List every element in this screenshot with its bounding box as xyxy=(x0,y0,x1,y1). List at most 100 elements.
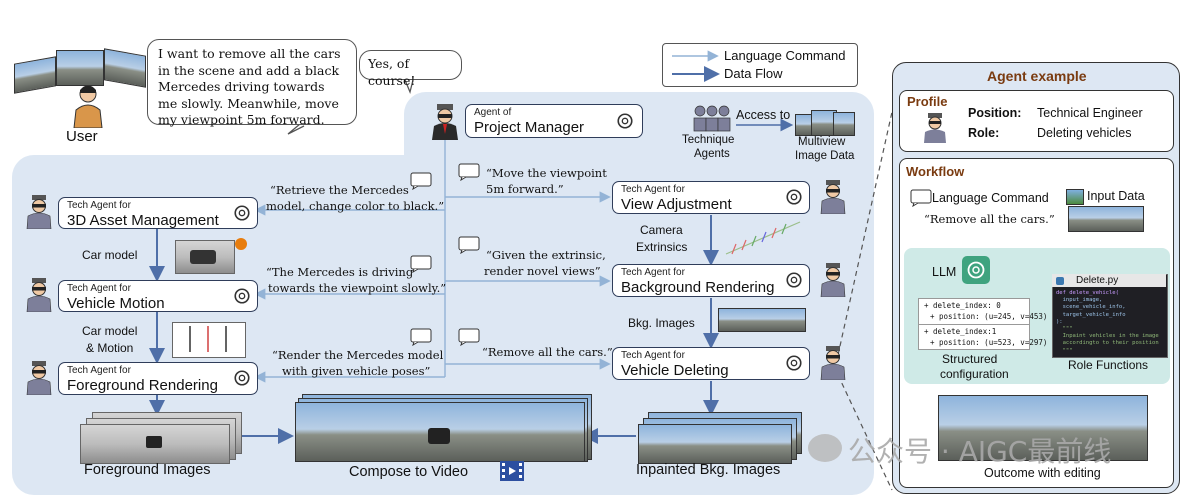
quote-remove: “Remove all the cars.” xyxy=(482,345,613,359)
tech-agent-avatar-icon xyxy=(26,361,52,395)
agent-background-rendering: Tech Agent for Background Rendering xyxy=(612,264,810,297)
agent-name: Vehicle Deleting xyxy=(621,362,729,379)
technique-agents-label-1: Technique xyxy=(682,134,735,146)
motion-trajectory-lines xyxy=(189,326,227,352)
multiview-label-2: Image Data xyxy=(795,150,855,162)
structured-label-2: configuration xyxy=(940,367,1009,381)
code-line: def delete_vehicle( xyxy=(1056,290,1119,296)
agent-small-label: Tech Agent for xyxy=(621,267,685,278)
watermark-text: 公众号 · AIGC最前线 xyxy=(848,435,1112,468)
workflow-input-data: Input Data xyxy=(1087,189,1145,203)
code-line: target_vehicle_info xyxy=(1056,311,1126,318)
chat-icon xyxy=(410,172,432,190)
tech-agent-avatar-icon xyxy=(820,180,846,214)
role-functions-label: Role Functions xyxy=(1068,358,1149,372)
openai-icon xyxy=(786,355,802,371)
quote-render-1: “Render the Mercedes model xyxy=(272,348,444,362)
tech-agent-avatar-icon xyxy=(26,195,52,229)
workflow-command-quote: “Remove all the cars.” xyxy=(924,212,1055,226)
agent-small-label: Tech Agent for xyxy=(67,200,131,211)
multiview-photo-2 xyxy=(811,110,837,136)
code-line: scene_vehicle_info, xyxy=(1056,304,1126,311)
agent-small-label: Tech Agent for xyxy=(621,184,685,195)
code-line: input_image, xyxy=(1056,297,1103,304)
quote-move-1: “Move the viewpoint xyxy=(486,166,607,180)
code-line: """ xyxy=(1056,347,1073,354)
outcome-label: Outcome with editing xyxy=(984,466,1101,480)
legend xyxy=(662,43,858,87)
chat-icon xyxy=(458,328,480,346)
agent-name: 3D Asset Management xyxy=(67,212,219,229)
car-model-motion-label-2: & Motion xyxy=(86,341,134,355)
quote-extrinsic-2: render novel views” xyxy=(484,264,601,278)
config-line-4: + position: (u=523, v=297) xyxy=(930,338,1048,347)
video-car xyxy=(428,428,450,444)
openai-icon xyxy=(234,370,250,386)
config-line-1: + delete_index: 0 xyxy=(924,301,1001,310)
bkg-images-label: Bkg. Images xyxy=(628,316,695,330)
foreground-images-label: Foreground Images xyxy=(84,462,211,478)
project-manager-name: Project Manager xyxy=(474,119,585,136)
wechat-icon xyxy=(808,434,842,462)
chat-icon xyxy=(910,189,932,207)
car-model-motion-label-1: Car model xyxy=(82,324,138,338)
quote-driving-1: “The Mercedes is driving xyxy=(266,265,414,279)
tech-agent-avatar-icon xyxy=(820,263,846,297)
outcome-image xyxy=(938,395,1148,461)
tech-agent-avatar-icon xyxy=(26,278,52,312)
code-file-name: Delete.py xyxy=(1076,275,1119,286)
config-line-3: + delete_index:1 xyxy=(924,327,997,336)
quote-driving-2: towards the viewpoint slowly.” xyxy=(268,281,447,295)
code-line: ): xyxy=(1056,318,1063,325)
camera-label-2: Extrinsics xyxy=(636,240,688,254)
workflow-title: Workflow xyxy=(906,164,965,179)
pm-reply-bubble: Yes, of course! xyxy=(359,50,462,88)
agent-small-label: Tech Agent for xyxy=(67,365,131,376)
bkg-image-thumb xyxy=(718,308,806,332)
agent-small-label: Tech Agent for xyxy=(67,283,131,294)
user-label: User xyxy=(66,128,98,145)
project-manager-small: Agent of xyxy=(474,107,512,118)
video-film-icon xyxy=(500,461,524,481)
quote-retrieve-2: model, change color to black.” xyxy=(266,199,445,213)
blender-icon xyxy=(235,238,247,250)
agent-name: Vehicle Motion xyxy=(67,295,165,312)
multiview-photo-3 xyxy=(833,112,855,136)
car-3d-model-body xyxy=(190,250,216,264)
chat-icon xyxy=(410,255,432,273)
workflow-input-image xyxy=(1068,206,1144,232)
user-person-icon xyxy=(73,85,103,128)
openai-icon xyxy=(234,288,250,304)
openai-icon xyxy=(786,272,802,288)
agent-vehicle-motion: Tech Agent for Vehicle Motion xyxy=(58,280,258,312)
camera-label-1: Camera xyxy=(640,223,683,237)
agent-vehicle-deleting: Tech Agent for Vehicle Deleting xyxy=(612,347,810,380)
python-file-icon xyxy=(1056,277,1064,285)
llm-label: LLM xyxy=(932,265,957,279)
code-editor xyxy=(1052,274,1168,358)
role-key: Role: xyxy=(968,126,1000,140)
legend-command-label: Language Command xyxy=(724,48,846,63)
code-line: """ xyxy=(1056,326,1073,332)
user-request-bubble: I want to remove all the cars in the sce… xyxy=(147,39,357,127)
agent-example-title: Agent example xyxy=(987,68,1087,84)
llm-icon xyxy=(962,256,990,284)
inpainted-bkg-label: Inpainted Bkg. Images xyxy=(636,462,781,478)
multiview-label-1: Multiview xyxy=(798,136,846,148)
config-divider xyxy=(918,324,1030,325)
camera-extrinsics-plot xyxy=(725,221,801,255)
project-manager-avatar-icon xyxy=(432,104,458,140)
chat-icon xyxy=(458,236,480,254)
config-line-2: + position: (u=245, v=453) xyxy=(930,312,1048,321)
position-key: Position: xyxy=(968,106,1022,120)
agent-name: Foreground Rendering xyxy=(67,377,218,394)
profile-title: Profile xyxy=(907,94,948,109)
user-view-photo-2 xyxy=(56,50,104,86)
position-value: Technical Engineer xyxy=(1037,106,1143,120)
quote-retrieve-1: “Retrieve the Mercedes xyxy=(270,183,409,197)
chat-icon xyxy=(410,328,432,346)
agent-foreground-rendering: Tech Agent for Foreground Rendering xyxy=(58,362,258,395)
role-value: Deleting vehicles xyxy=(1037,126,1132,140)
chat-icon xyxy=(458,163,480,181)
